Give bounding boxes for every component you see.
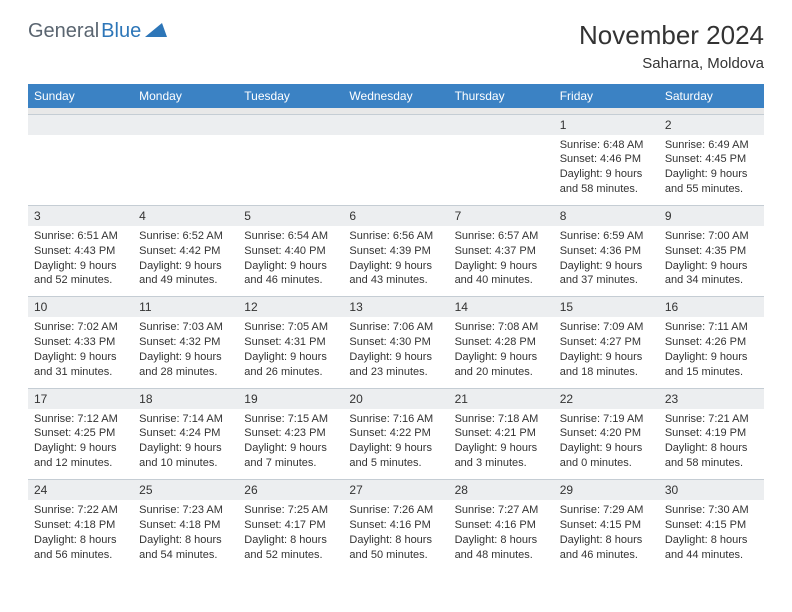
date-cell: 16: [659, 297, 764, 318]
logo-text-blue: Blue: [101, 20, 141, 43]
date-row: 24252627282930: [28, 480, 764, 501]
detail-row: Sunrise: 7:02 AMSunset: 4:33 PMDaylight:…: [28, 317, 764, 388]
detail-cell: Sunrise: 6:49 AMSunset: 4:45 PMDaylight:…: [659, 135, 764, 206]
detail-cell: Sunrise: 6:48 AMSunset: 4:46 PMDaylight:…: [554, 135, 659, 206]
detail-row: Sunrise: 6:48 AMSunset: 4:46 PMDaylight:…: [28, 135, 764, 206]
day-header-thursday: Thursday: [449, 84, 554, 108]
detail-row: Sunrise: 7:22 AMSunset: 4:18 PMDaylight:…: [28, 500, 764, 570]
detail-cell: [238, 135, 343, 206]
detail-cell: Sunrise: 7:11 AMSunset: 4:26 PMDaylight:…: [659, 317, 764, 388]
logo: GeneralBlue: [28, 20, 167, 43]
calendar-body: 12Sunrise: 6:48 AMSunset: 4:46 PMDayligh…: [28, 108, 764, 570]
detail-cell: [28, 135, 133, 206]
day-header-friday: Friday: [554, 84, 659, 108]
detail-cell: Sunrise: 6:51 AMSunset: 4:43 PMDaylight:…: [28, 226, 133, 297]
date-cell: [238, 114, 343, 135]
date-cell: 10: [28, 297, 133, 318]
detail-cell: Sunrise: 7:09 AMSunset: 4:27 PMDaylight:…: [554, 317, 659, 388]
date-cell: 30: [659, 480, 764, 501]
date-cell: 14: [449, 297, 554, 318]
detail-cell: Sunrise: 7:22 AMSunset: 4:18 PMDaylight:…: [28, 500, 133, 570]
header: GeneralBlue November 2024 Saharna, Moldo…: [28, 20, 764, 72]
calendar-table: Sunday Monday Tuesday Wednesday Thursday…: [28, 84, 764, 570]
detail-cell: Sunrise: 7:08 AMSunset: 4:28 PMDaylight:…: [449, 317, 554, 388]
detail-cell: Sunrise: 7:26 AMSunset: 4:16 PMDaylight:…: [343, 500, 448, 570]
date-cell: 21: [449, 388, 554, 409]
detail-cell: Sunrise: 7:19 AMSunset: 4:20 PMDaylight:…: [554, 409, 659, 480]
date-cell: 27: [343, 480, 448, 501]
date-cell: 20: [343, 388, 448, 409]
detail-cell: [133, 135, 238, 206]
date-cell: 3: [28, 205, 133, 226]
detail-cell: [343, 135, 448, 206]
month-title: November 2024: [579, 20, 764, 51]
date-cell: [343, 114, 448, 135]
date-cell: 15: [554, 297, 659, 318]
date-cell: 17: [28, 388, 133, 409]
detail-cell: Sunrise: 7:05 AMSunset: 4:31 PMDaylight:…: [238, 317, 343, 388]
date-row: 12: [28, 114, 764, 135]
detail-cell: Sunrise: 7:14 AMSunset: 4:24 PMDaylight:…: [133, 409, 238, 480]
date-cell: 9: [659, 205, 764, 226]
date-cell: 25: [133, 480, 238, 501]
date-cell: 19: [238, 388, 343, 409]
logo-triangle-icon: [145, 21, 167, 42]
detail-cell: Sunrise: 7:21 AMSunset: 4:19 PMDaylight:…: [659, 409, 764, 480]
detail-cell: Sunrise: 7:23 AMSunset: 4:18 PMDaylight:…: [133, 500, 238, 570]
date-cell: [133, 114, 238, 135]
detail-row: Sunrise: 6:51 AMSunset: 4:43 PMDaylight:…: [28, 226, 764, 297]
detail-cell: Sunrise: 7:18 AMSunset: 4:21 PMDaylight:…: [449, 409, 554, 480]
date-row: 17181920212223: [28, 388, 764, 409]
date-cell: 23: [659, 388, 764, 409]
detail-cell: Sunrise: 7:27 AMSunset: 4:16 PMDaylight:…: [449, 500, 554, 570]
date-cell: 22: [554, 388, 659, 409]
detail-row: Sunrise: 7:12 AMSunset: 4:25 PMDaylight:…: [28, 409, 764, 480]
day-header-monday: Monday: [133, 84, 238, 108]
detail-cell: Sunrise: 6:57 AMSunset: 4:37 PMDaylight:…: [449, 226, 554, 297]
date-cell: 18: [133, 388, 238, 409]
logo-text-general: General: [28, 20, 99, 43]
detail-cell: Sunrise: 7:00 AMSunset: 4:35 PMDaylight:…: [659, 226, 764, 297]
date-row: 10111213141516: [28, 297, 764, 318]
date-cell: 11: [133, 297, 238, 318]
date-cell: 8: [554, 205, 659, 226]
date-cell: [28, 114, 133, 135]
day-header-row: Sunday Monday Tuesday Wednesday Thursday…: [28, 84, 764, 108]
date-cell: [449, 114, 554, 135]
detail-cell: [449, 135, 554, 206]
date-cell: 13: [343, 297, 448, 318]
title-block: November 2024 Saharna, Moldova: [579, 20, 764, 72]
detail-cell: Sunrise: 7:29 AMSunset: 4:15 PMDaylight:…: [554, 500, 659, 570]
detail-cell: Sunrise: 7:30 AMSunset: 4:15 PMDaylight:…: [659, 500, 764, 570]
date-cell: 1: [554, 114, 659, 135]
date-cell: 29: [554, 480, 659, 501]
detail-cell: Sunrise: 6:59 AMSunset: 4:36 PMDaylight:…: [554, 226, 659, 297]
detail-cell: Sunrise: 7:02 AMSunset: 4:33 PMDaylight:…: [28, 317, 133, 388]
day-header-tuesday: Tuesday: [238, 84, 343, 108]
detail-cell: Sunrise: 6:54 AMSunset: 4:40 PMDaylight:…: [238, 226, 343, 297]
date-cell: 24: [28, 480, 133, 501]
date-cell: 28: [449, 480, 554, 501]
detail-cell: Sunrise: 7:16 AMSunset: 4:22 PMDaylight:…: [343, 409, 448, 480]
date-cell: 26: [238, 480, 343, 501]
date-cell: 7: [449, 205, 554, 226]
day-header-sunday: Sunday: [28, 84, 133, 108]
day-header-saturday: Saturday: [659, 84, 764, 108]
date-row: 3456789: [28, 205, 764, 226]
detail-cell: Sunrise: 7:03 AMSunset: 4:32 PMDaylight:…: [133, 317, 238, 388]
date-cell: 6: [343, 205, 448, 226]
date-cell: 2: [659, 114, 764, 135]
detail-cell: Sunrise: 6:52 AMSunset: 4:42 PMDaylight:…: [133, 226, 238, 297]
day-header-wednesday: Wednesday: [343, 84, 448, 108]
location-label: Saharna, Moldova: [579, 55, 764, 72]
calendar-page: GeneralBlue November 2024 Saharna, Moldo…: [0, 0, 792, 590]
detail-cell: Sunrise: 7:25 AMSunset: 4:17 PMDaylight:…: [238, 500, 343, 570]
detail-cell: Sunrise: 7:15 AMSunset: 4:23 PMDaylight:…: [238, 409, 343, 480]
detail-cell: Sunrise: 6:56 AMSunset: 4:39 PMDaylight:…: [343, 226, 448, 297]
detail-cell: Sunrise: 7:12 AMSunset: 4:25 PMDaylight:…: [28, 409, 133, 480]
date-cell: 5: [238, 205, 343, 226]
detail-cell: Sunrise: 7:06 AMSunset: 4:30 PMDaylight:…: [343, 317, 448, 388]
date-cell: 4: [133, 205, 238, 226]
date-cell: 12: [238, 297, 343, 318]
